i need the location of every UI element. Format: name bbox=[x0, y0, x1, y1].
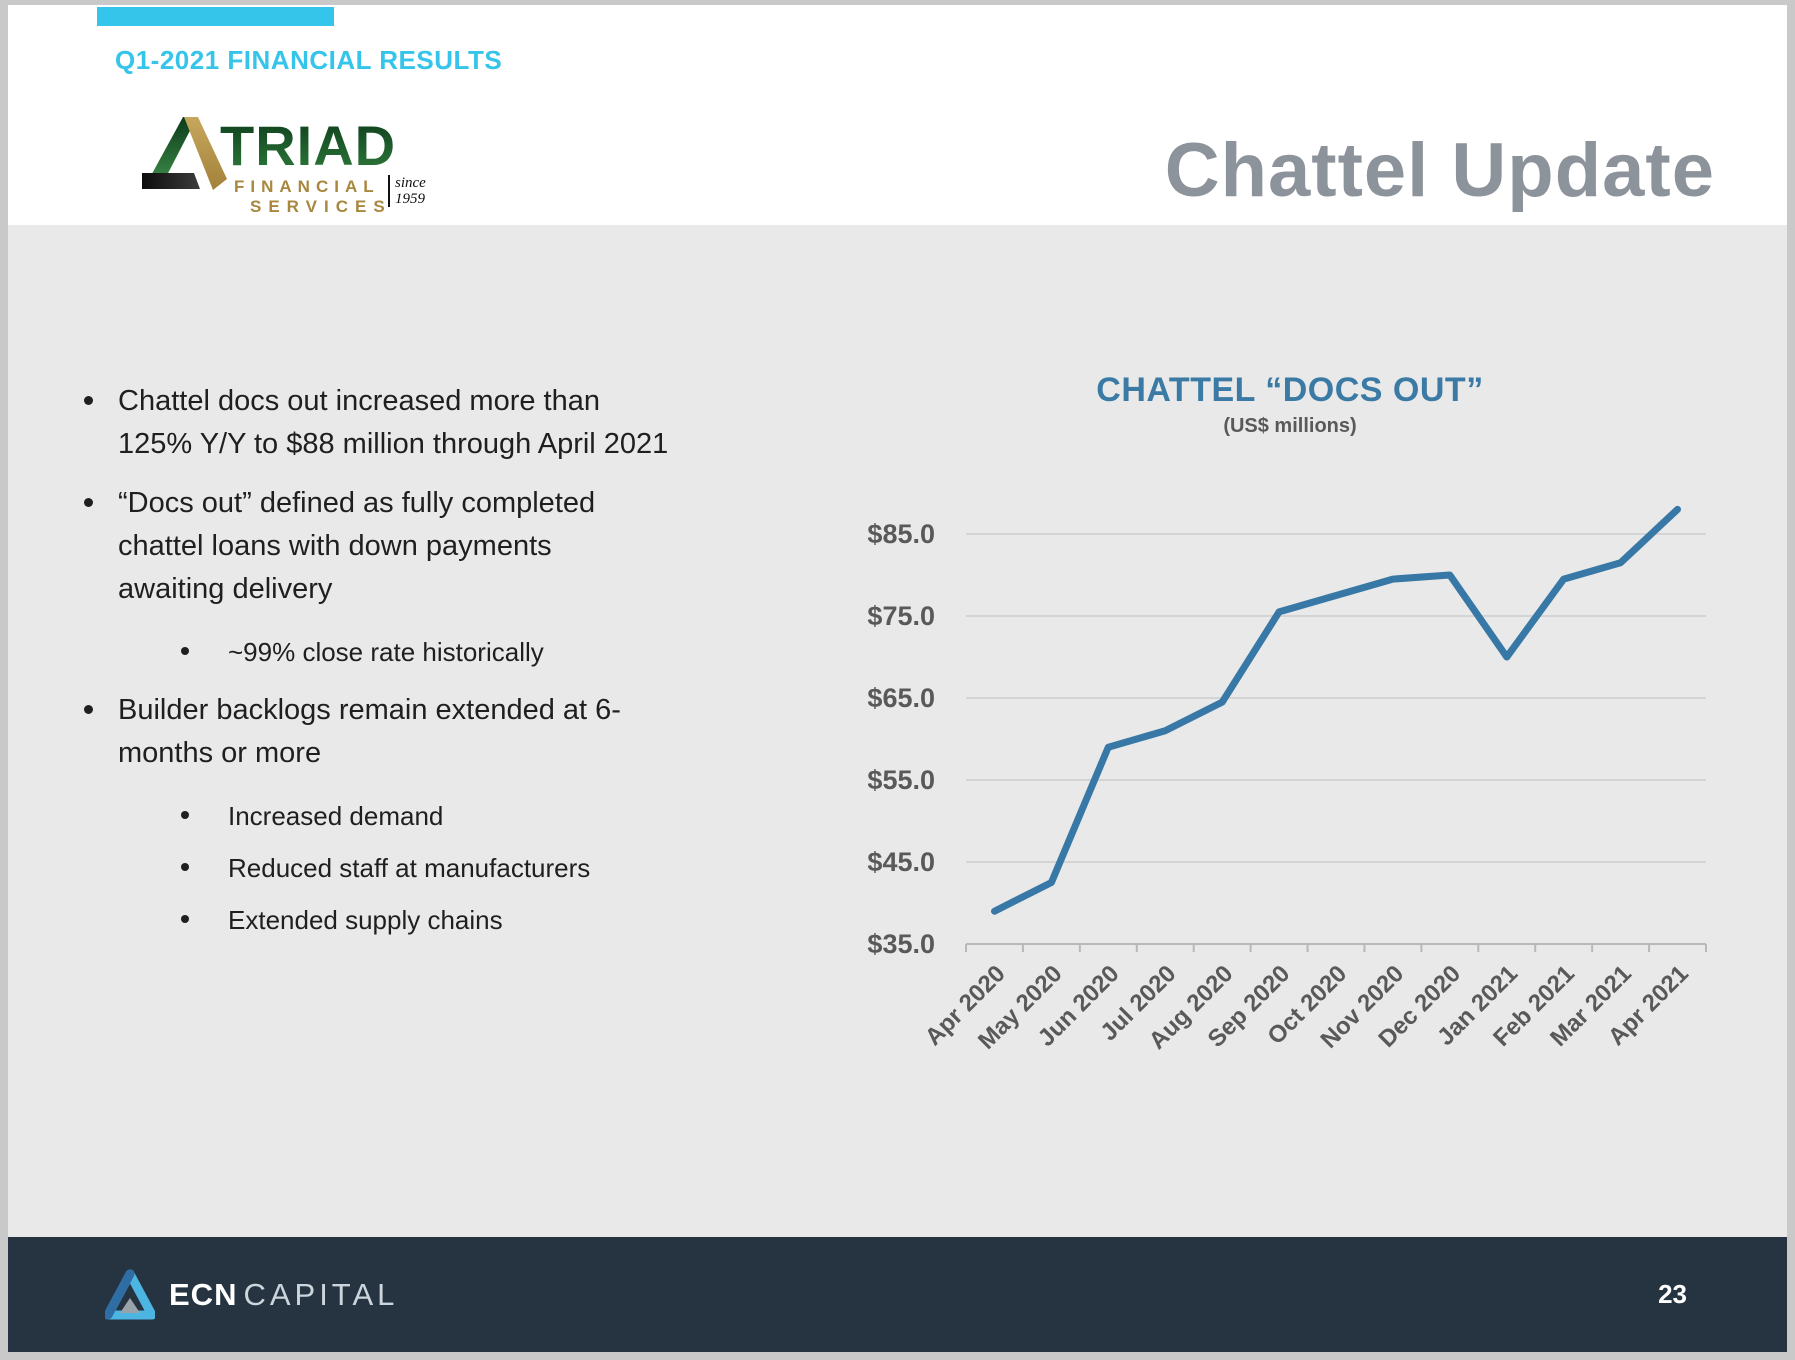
bullet-item: Reduced staff at manufacturers bbox=[68, 843, 728, 893]
bullet-item: Builder backlogs remain extended at 6- mo… bbox=[68, 689, 728, 775]
bullet-marker bbox=[181, 863, 189, 871]
page-title: Chattel Update bbox=[1164, 128, 1715, 213]
bullet-item: ~99% close rate historically bbox=[68, 627, 728, 677]
bullet-text: ~99% close rate historically bbox=[228, 637, 544, 667]
bullet-marker bbox=[181, 915, 189, 923]
bullet-text: Extended supply chains bbox=[228, 905, 503, 935]
y-axis-label: $35.0 bbox=[867, 929, 935, 959]
bullet-marker bbox=[84, 396, 93, 405]
bullet-list: Chattel docs out increased more than 125%… bbox=[68, 380, 728, 947]
y-axis-label: $85.0 bbox=[867, 519, 935, 549]
bullet-text: Builder backlogs remain extended at 6- mo… bbox=[118, 694, 621, 769]
header-band: Q1-2021 FINANCIAL RESULTS bbox=[8, 5, 1787, 225]
bullet-text: Increased demand bbox=[228, 801, 444, 831]
triad-since-label: since 1959 bbox=[388, 175, 426, 207]
bullet-text: “Docs out” defined as fully completed cha… bbox=[118, 487, 596, 605]
bullet-item: Chattel docs out increased more than 125%… bbox=[68, 380, 728, 466]
ecn-light-text: CAPITAL bbox=[243, 1276, 399, 1312]
chart-title: CHATTEL “DOCS OUT” bbox=[1096, 371, 1484, 409]
triad-wordmark: TRIAD bbox=[220, 114, 397, 177]
triad-triangle-icon bbox=[142, 117, 227, 190]
ecn-logo: ECN CAPITAL bbox=[105, 1269, 398, 1321]
chart: CHATTEL “DOCS OUT” (US$ millions) $35.0 $… bbox=[738, 335, 1748, 1135]
ecn-logo-icon bbox=[105, 1269, 155, 1319]
chart-subtitle: (US$ millions) bbox=[1223, 415, 1357, 437]
bullet-marker bbox=[181, 647, 189, 655]
bullet-item: Extended supply chains bbox=[68, 895, 728, 945]
bullet-item: “Docs out” defined as fully completed cha… bbox=[68, 482, 728, 611]
bullet-marker bbox=[84, 498, 93, 507]
ecn-bold-text: ECN bbox=[169, 1276, 238, 1312]
bullet-text: Chattel docs out increased more than 125%… bbox=[118, 385, 669, 460]
bullet-marker bbox=[181, 811, 189, 819]
y-axis-label: $75.0 bbox=[867, 601, 935, 631]
y-axis-label: $65.0 bbox=[867, 683, 935, 713]
bullet-item: Increased demand bbox=[68, 791, 728, 841]
footer: ECN CAPITAL 23 bbox=[8, 1237, 1787, 1352]
y-axis-label: $55.0 bbox=[867, 765, 935, 795]
content-area: Chattel docs out increased more than 125%… bbox=[8, 225, 1787, 1237]
triad-financial-label: FINANCIAL bbox=[234, 177, 380, 196]
data-line bbox=[991, 505, 1681, 915]
page-number: 23 bbox=[1658, 1279, 1687, 1309]
accent-bar bbox=[97, 7, 334, 26]
slide: Q1-2021 FINANCIAL RESULTS bbox=[8, 5, 1787, 1352]
ecn-wordmark: ECN CAPITAL bbox=[169, 1277, 398, 1313]
y-axis-label: $45.0 bbox=[867, 847, 935, 877]
bullet-text: Reduced staff at manufacturers bbox=[228, 853, 591, 883]
triad-logo: TRIAD FINANCIAL SERVICES since 1959 bbox=[138, 113, 458, 223]
triad-services-label: SERVICES bbox=[250, 197, 392, 216]
eyebrow-text: Q1-2021 FINANCIAL RESULTS bbox=[115, 45, 503, 75]
bullet-marker bbox=[84, 705, 93, 714]
